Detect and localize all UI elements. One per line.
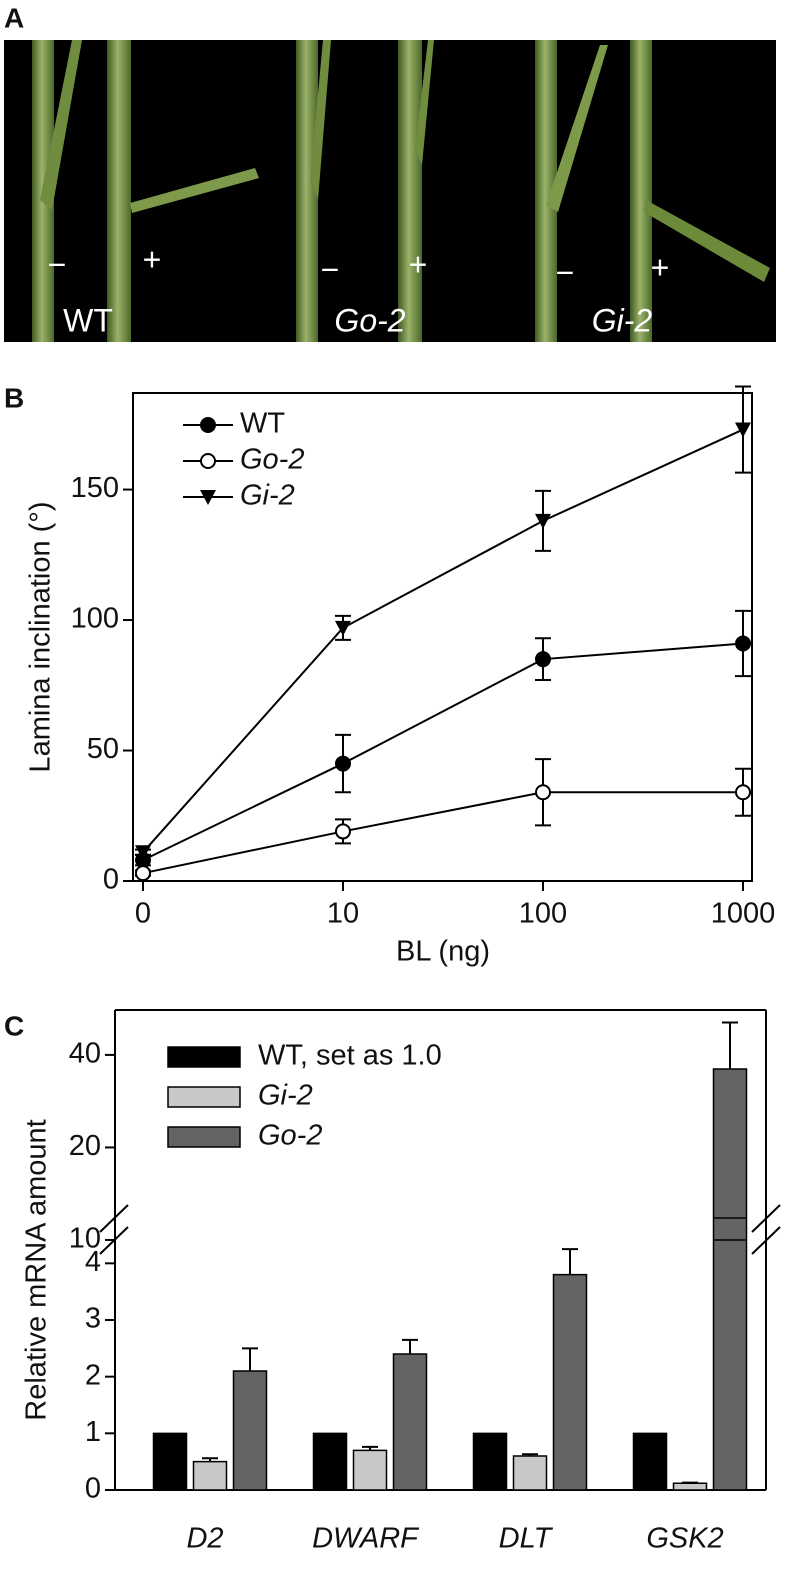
photo-sign: + <box>651 249 670 285</box>
error-bar <box>242 1347 258 1371</box>
marker <box>135 845 151 861</box>
marker <box>135 865 151 882</box>
x-tick-label: 0 <box>135 898 151 930</box>
legend-marker <box>200 453 216 469</box>
marker <box>535 651 551 668</box>
photo-sign: − <box>321 251 340 287</box>
x-tick-label: DWARF <box>312 1523 420 1555</box>
legend-swatch <box>167 1046 241 1068</box>
x-tick-label: GSK2 <box>646 1523 723 1555</box>
panel-label: C <box>4 1010 24 1041</box>
marker <box>335 823 351 840</box>
y-tick-label: 40 <box>69 1038 101 1070</box>
legend-marker <box>200 490 216 505</box>
y-tick-label: 0 <box>103 864 119 896</box>
x-tick-label: 1000 <box>711 898 776 930</box>
marker <box>735 635 751 652</box>
error-bar <box>522 1453 538 1456</box>
bar <box>672 1482 708 1491</box>
bar <box>712 1068 748 1491</box>
bar <box>232 1370 268 1491</box>
legend-label: Gi-2 <box>258 1080 313 1112</box>
legend-marker <box>200 417 216 433</box>
x-tick-label: 10 <box>327 898 359 930</box>
photo: − + − + − + WT Go-2 Gi-2 <box>4 40 776 342</box>
bar <box>352 1449 388 1491</box>
legend-label: Go-2 <box>258 1120 322 1152</box>
axis-break <box>751 1226 781 1255</box>
y-tick-label: 100 <box>71 603 119 635</box>
x-axis-label: BL (ng) <box>396 936 490 968</box>
bar <box>552 1273 588 1491</box>
error-bar <box>682 1481 698 1484</box>
y-axis-label: Lamina inclination (°) <box>25 501 57 772</box>
photo-sign: − <box>48 246 67 282</box>
error-bar <box>722 1021 738 1069</box>
y-tick-label: 0 <box>85 1473 101 1505</box>
photo-label: Gi-2 <box>592 302 653 338</box>
marker <box>335 755 351 772</box>
legend-label: WT, set as 1.0 <box>258 1040 442 1072</box>
marker <box>535 513 551 529</box>
photo-label: Go-2 <box>334 302 405 338</box>
photo-sign: + <box>143 241 162 277</box>
error-bar <box>402 1338 418 1354</box>
series-line <box>142 642 744 862</box>
axis-break <box>99 1204 129 1233</box>
bar <box>192 1460 228 1491</box>
x-tick-label: D2 <box>186 1523 223 1555</box>
series-line <box>142 791 743 875</box>
x-tick-label: 100 <box>519 898 567 930</box>
marker <box>735 422 751 438</box>
photo-label: WT <box>63 302 113 338</box>
y-tick-label: 20 <box>69 1130 101 1162</box>
x-tick-label: DLT <box>499 1523 554 1555</box>
panel-label: A <box>4 2 24 33</box>
panel-label: B <box>4 382 24 413</box>
y-tick-label: 10 <box>69 1223 101 1255</box>
plot-frame <box>132 392 753 882</box>
axis-break <box>751 1204 781 1233</box>
legend-label: Gi-2 <box>240 480 295 512</box>
error-bar <box>362 1445 378 1451</box>
bar <box>512 1455 548 1491</box>
bar <box>312 1432 348 1491</box>
y-tick-label: 2 <box>85 1359 101 1391</box>
y-tick-label: 3 <box>85 1303 101 1335</box>
error-bar <box>202 1457 218 1462</box>
legend-swatch <box>167 1126 241 1148</box>
bar <box>472 1432 508 1491</box>
legend-label: WT <box>240 408 285 440</box>
legend-label: Go-2 <box>240 444 304 476</box>
photo-sign: + <box>409 246 428 282</box>
bar <box>152 1432 188 1491</box>
marker <box>735 784 751 801</box>
error-bar <box>562 1248 578 1275</box>
y-tick-label: 50 <box>87 733 119 765</box>
series-line <box>142 428 744 853</box>
marker <box>535 784 551 801</box>
y-tick-label: 4 <box>85 1246 101 1278</box>
bar <box>392 1353 428 1491</box>
photo-sign: − <box>556 254 575 290</box>
y-axis-label: Relative mRNA amount <box>21 1119 53 1420</box>
y-tick-label: 1 <box>85 1416 101 1448</box>
marker <box>335 620 351 636</box>
bar <box>632 1432 668 1491</box>
y-tick-label: 150 <box>71 472 119 504</box>
legend-swatch <box>167 1086 241 1108</box>
